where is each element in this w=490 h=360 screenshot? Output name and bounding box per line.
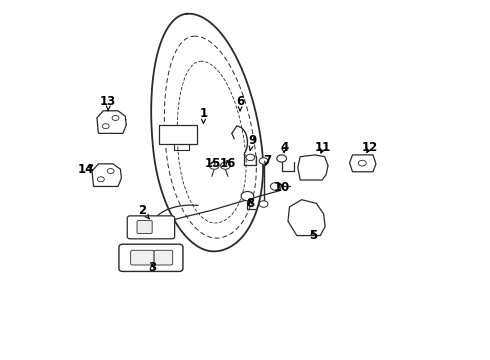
Text: 6: 6 (236, 95, 244, 111)
FancyBboxPatch shape (154, 250, 172, 265)
Circle shape (277, 155, 287, 162)
Text: 3: 3 (148, 261, 156, 274)
Polygon shape (92, 164, 122, 186)
Text: 8: 8 (246, 197, 254, 210)
Circle shape (107, 168, 114, 174)
Circle shape (246, 154, 255, 161)
Polygon shape (349, 155, 376, 172)
Circle shape (98, 177, 104, 182)
Polygon shape (97, 111, 126, 134)
Circle shape (102, 124, 109, 129)
Circle shape (220, 162, 230, 169)
FancyBboxPatch shape (137, 221, 152, 233)
Circle shape (358, 160, 366, 166)
Polygon shape (288, 200, 325, 235)
Text: 1: 1 (199, 107, 208, 123)
Text: 10: 10 (273, 181, 290, 194)
Circle shape (259, 201, 268, 207)
Text: 2: 2 (138, 204, 149, 219)
FancyBboxPatch shape (119, 244, 183, 271)
Text: 12: 12 (362, 141, 378, 154)
Polygon shape (298, 155, 328, 180)
Circle shape (112, 116, 119, 121)
Text: 14: 14 (78, 163, 95, 176)
FancyBboxPatch shape (159, 125, 197, 144)
Text: 5: 5 (309, 229, 318, 242)
Circle shape (270, 183, 281, 190)
Text: 13: 13 (100, 95, 116, 111)
Text: 9: 9 (248, 134, 256, 150)
Text: 15: 15 (205, 157, 221, 170)
Circle shape (209, 162, 219, 169)
FancyBboxPatch shape (131, 250, 154, 265)
Circle shape (259, 158, 268, 164)
Text: 7: 7 (263, 154, 271, 167)
Text: 4: 4 (280, 141, 288, 154)
FancyBboxPatch shape (127, 216, 174, 239)
Text: 11: 11 (315, 141, 331, 154)
Text: 16: 16 (220, 157, 236, 170)
Circle shape (241, 192, 254, 201)
